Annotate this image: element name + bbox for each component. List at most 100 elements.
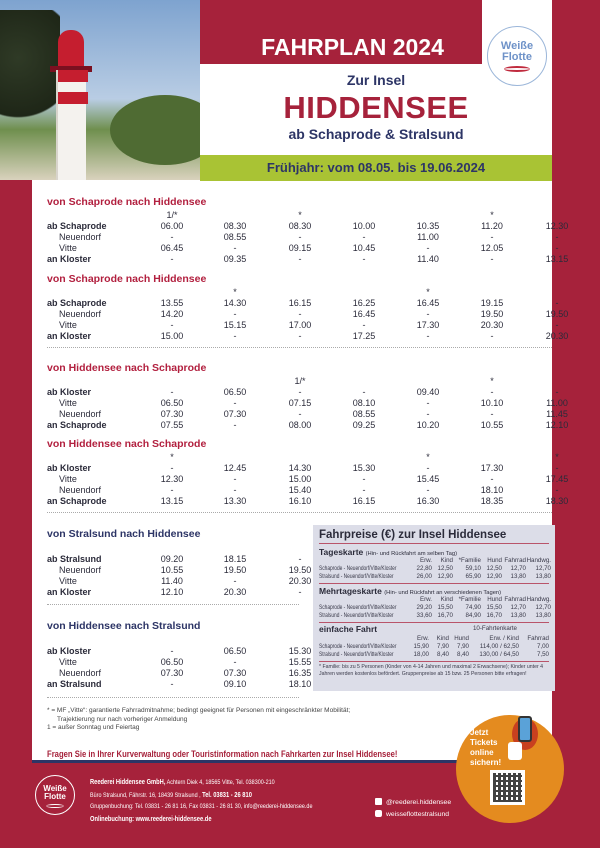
stop-name: an Kloster bbox=[47, 587, 92, 597]
departure-time: - bbox=[555, 463, 559, 473]
departure-time: 20.30 bbox=[223, 587, 247, 597]
departure-time: 07.55 bbox=[160, 420, 184, 430]
price-cell: 12,70 bbox=[535, 565, 551, 572]
price-cell: Handwg. bbox=[526, 596, 551, 603]
facebook-link[interactable]: @reederei.hiddensee bbox=[375, 797, 451, 809]
departure-time: - bbox=[233, 420, 237, 430]
footer-logo: Weiße Flotte bbox=[35, 775, 75, 815]
legend-one: 1 = außer Sonntag und Feiertag bbox=[47, 724, 140, 731]
instagram-link[interactable]: weisseflottestralsund bbox=[375, 809, 451, 821]
stop-name: an Schaprode bbox=[47, 496, 107, 506]
footnote-symbol: * bbox=[170, 452, 174, 462]
departure-time: 06.50 bbox=[160, 657, 184, 667]
legend-notes: * = MF „Vitte“: garantierte Fahrradmitna… bbox=[47, 707, 350, 733]
departure-time: 18.10 bbox=[480, 485, 504, 495]
departure-time: 12.10 bbox=[545, 420, 569, 430]
departure-time: - bbox=[170, 679, 174, 689]
price-cell: 7,50 bbox=[536, 651, 549, 658]
symbols-row: 1/* * bbox=[47, 376, 547, 387]
address: Achtern Diek 4, 18565 Vitte, Tel. 038300… bbox=[166, 779, 275, 786]
ticket-desc: (Hin- und Rückfahrt an verschiedenen Tag… bbox=[384, 590, 502, 596]
departure-time: 16.15 bbox=[288, 298, 312, 308]
departure-time: 20.30 bbox=[480, 320, 504, 330]
departure-time: 17.00 bbox=[288, 320, 312, 330]
price-cell: 12,50 bbox=[486, 565, 502, 572]
price-cell: *Familie bbox=[458, 596, 481, 603]
section-title: von Schaprode nach Hiddensee bbox=[47, 196, 207, 208]
section-divider bbox=[47, 604, 299, 605]
price-cell: 12,70 bbox=[510, 604, 526, 611]
table-row: Neuendorf - - 15.40 - - 18.10 - bbox=[47, 485, 559, 496]
departure-time: 17.30 bbox=[480, 463, 504, 473]
footer-contact: Reederei Hiddensee GmbH, Achtern Diek 4,… bbox=[90, 776, 312, 825]
table-row: Vitte 06.50 - 07.15 08.10 - 10.10 11.00 bbox=[47, 398, 568, 409]
price-cell: 16,70 bbox=[437, 612, 453, 619]
footnote-symbol: * bbox=[298, 210, 302, 220]
price-cell: 15,90 bbox=[413, 643, 429, 650]
ticket-type: Tageskarte (Hin- und Rückfahrt am selben… bbox=[319, 547, 458, 557]
office-phone[interactable]: Tel. 03831 - 26 810 bbox=[202, 789, 252, 799]
departure-time: 07.15 bbox=[288, 398, 312, 408]
price-cell: 15,50 bbox=[437, 604, 453, 611]
section-title: von Hiddensee nach Schaprode bbox=[47, 362, 207, 374]
departure-time: 15.30 bbox=[288, 646, 312, 656]
departure-time: - bbox=[362, 485, 366, 495]
departure-time: 11.00 bbox=[546, 398, 568, 408]
departure-time: - bbox=[555, 485, 559, 495]
price-row: Stralsund - Neuendorf/Vitte/Kloster 33,60… bbox=[319, 612, 551, 620]
departure-time: 09.40 bbox=[416, 387, 440, 397]
price-cell: *Familie bbox=[458, 557, 481, 564]
departure-time: - bbox=[362, 232, 366, 242]
stop-name: Neuendorf bbox=[59, 485, 102, 495]
departure-time: - bbox=[490, 232, 494, 242]
qr-code[interactable] bbox=[490, 770, 525, 805]
departure-time: - bbox=[233, 309, 237, 319]
price-cell: 12,90 bbox=[486, 573, 502, 580]
price-cell: Kind bbox=[440, 557, 453, 564]
departure-time: 14.20 bbox=[160, 309, 184, 319]
online-booking-link[interactable]: Onlinebuchung: www.reederei-hiddensee.de bbox=[90, 813, 212, 823]
company-name: Reederei Hiddensee GmbH, bbox=[90, 777, 166, 786]
departure-time: 07.30 bbox=[223, 668, 247, 678]
footnote-symbol: * bbox=[490, 376, 494, 386]
table-row: ab Schaprode 06.00 08.30 08.30 10.00 10.35 11.… bbox=[47, 221, 568, 232]
departure-time: - bbox=[555, 243, 559, 253]
section-divider bbox=[47, 347, 552, 348]
footnote-symbol: * bbox=[426, 452, 430, 462]
route: Stralsund - Neuendorf/Vitte/Kloster bbox=[319, 651, 394, 658]
departure-time: 18.10 bbox=[288, 679, 312, 689]
departure-time: - bbox=[170, 463, 174, 473]
stop-name: an Schaprode bbox=[47, 420, 107, 430]
route: Schaprode - Neuendorf/Vitte/Kloster bbox=[319, 643, 397, 650]
table-row: ab Kloster - 06.50 15.30 bbox=[47, 646, 547, 657]
price-cell: Erw. bbox=[419, 557, 432, 564]
departure-time: - bbox=[426, 485, 430, 495]
departure-time: - bbox=[298, 587, 302, 597]
departure-time: 16.25 bbox=[352, 298, 376, 308]
departure-time: 11.40 bbox=[417, 254, 439, 264]
departure-time: 11.00 bbox=[417, 232, 439, 242]
symbols-row: * * bbox=[47, 287, 547, 298]
route: Stralsund - Neuendorf/Vitte/Kloster bbox=[319, 612, 394, 619]
departure-time: 08.30 bbox=[223, 221, 247, 231]
price-divider bbox=[319, 661, 549, 662]
price-cell: 8,40 bbox=[456, 651, 469, 658]
price-cell: 33,60 bbox=[416, 612, 432, 619]
departure-time: 10.00 bbox=[352, 221, 376, 231]
stop-name: ab Stralsund bbox=[47, 554, 102, 564]
departure-time: 11.45 bbox=[546, 409, 568, 419]
departure-time: - bbox=[362, 474, 366, 484]
departure-time: - bbox=[233, 398, 237, 408]
departure-time: - bbox=[555, 298, 559, 308]
price-cell: Fahrrad bbox=[504, 596, 526, 603]
stop-name: an Stralsund bbox=[47, 679, 102, 689]
price-cell: 84,90 bbox=[465, 612, 481, 619]
departure-time: 17.45 bbox=[545, 474, 569, 484]
price-cell: 12,70 bbox=[510, 565, 526, 572]
departure-time: 17.30 bbox=[416, 320, 440, 330]
season-banner: Frühjahr: vom 08.05. bis 19.06.2024 bbox=[200, 155, 552, 181]
subtitle-bottom: ab Schaprode & Stralsund bbox=[288, 126, 464, 142]
departure-time: - bbox=[298, 254, 302, 264]
departure-time: - bbox=[362, 254, 366, 264]
departure-time: 07.30 bbox=[223, 409, 247, 419]
